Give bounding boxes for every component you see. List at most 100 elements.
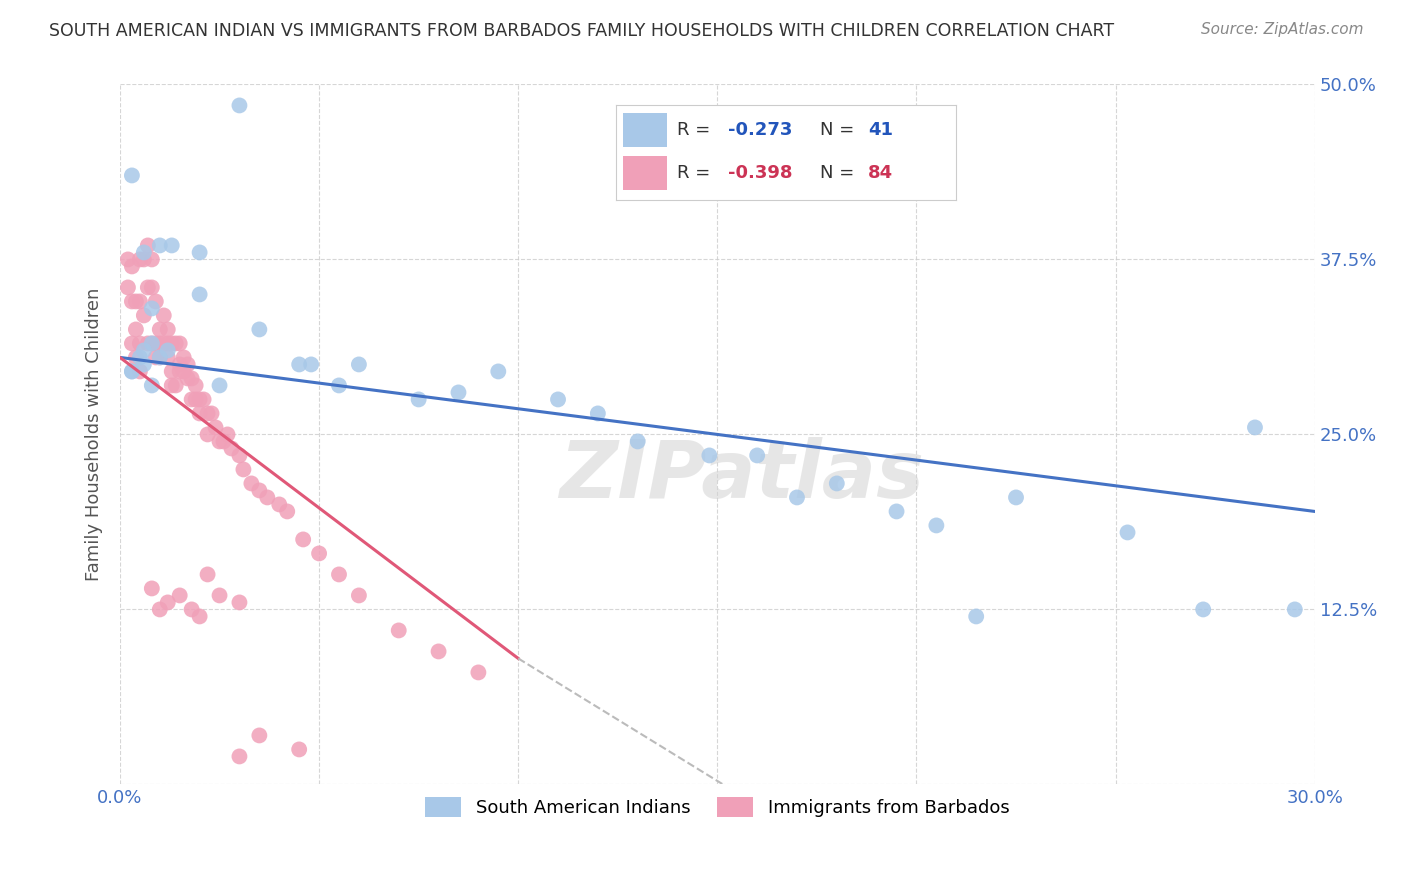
Point — [136, 238, 159, 252]
Point — [160, 336, 183, 351]
Point — [149, 351, 172, 365]
Point — [180, 392, 202, 407]
Point — [188, 406, 211, 420]
Point — [388, 624, 411, 638]
Point — [247, 322, 270, 336]
Point — [217, 427, 239, 442]
Point — [197, 427, 219, 442]
Point — [208, 434, 231, 449]
Point — [197, 567, 219, 582]
Point — [1284, 602, 1306, 616]
Point — [145, 294, 167, 309]
Point — [180, 602, 202, 616]
Point — [193, 392, 215, 407]
Point — [149, 602, 172, 616]
Point — [1244, 420, 1267, 434]
Point — [132, 309, 155, 323]
Point — [586, 406, 609, 420]
Point — [228, 449, 250, 463]
Text: Source: ZipAtlas.com: Source: ZipAtlas.com — [1201, 22, 1364, 37]
Point — [747, 449, 769, 463]
Point — [188, 287, 211, 301]
Point — [627, 434, 650, 449]
Point — [1005, 491, 1028, 505]
Point — [145, 336, 167, 351]
Point — [128, 294, 150, 309]
Point — [180, 371, 202, 385]
Point — [247, 483, 270, 498]
Point — [173, 351, 195, 365]
Point — [204, 420, 226, 434]
Point — [121, 364, 143, 378]
Point — [128, 336, 150, 351]
Point — [188, 245, 211, 260]
Point — [132, 358, 155, 372]
Point — [125, 322, 148, 336]
Point — [825, 476, 848, 491]
Point — [149, 336, 172, 351]
Point — [141, 301, 163, 316]
Point — [141, 252, 163, 267]
Point — [699, 449, 721, 463]
Point — [149, 322, 172, 336]
Point — [347, 358, 370, 372]
Point — [125, 294, 148, 309]
Point — [156, 351, 179, 365]
Point — [247, 728, 270, 742]
Point — [965, 609, 987, 624]
Point — [467, 665, 489, 680]
Point — [160, 378, 183, 392]
Point — [156, 336, 179, 351]
Point — [925, 518, 948, 533]
Point — [228, 98, 250, 112]
Point — [269, 498, 291, 512]
Point — [117, 280, 139, 294]
Point — [208, 378, 231, 392]
Text: SOUTH AMERICAN INDIAN VS IMMIGRANTS FROM BARBADOS FAMILY HOUSEHOLDS WITH CHILDRE: SOUTH AMERICAN INDIAN VS IMMIGRANTS FROM… — [49, 22, 1115, 40]
Point — [169, 336, 191, 351]
Point — [169, 364, 191, 378]
Point — [240, 476, 263, 491]
Point — [160, 364, 183, 378]
Point — [188, 392, 211, 407]
Point — [228, 749, 250, 764]
Point — [200, 406, 222, 420]
Point — [141, 336, 163, 351]
Point — [141, 280, 163, 294]
Point — [149, 351, 172, 365]
Point — [886, 504, 908, 518]
Point — [156, 343, 179, 358]
Point — [347, 589, 370, 603]
Point — [173, 364, 195, 378]
Point — [208, 589, 231, 603]
Point — [176, 358, 198, 372]
Point — [128, 252, 150, 267]
Point — [427, 644, 450, 658]
Point — [169, 358, 191, 372]
Point — [141, 336, 163, 351]
Point — [165, 336, 187, 351]
Point — [117, 252, 139, 267]
Point — [256, 491, 278, 505]
Point — [176, 371, 198, 385]
Point — [128, 364, 150, 378]
Point — [152, 336, 174, 351]
Point — [447, 385, 470, 400]
Point — [228, 595, 250, 609]
Point — [486, 364, 509, 378]
Point — [169, 589, 191, 603]
Point — [136, 280, 159, 294]
Point — [276, 504, 298, 518]
Point — [121, 169, 143, 183]
Point — [121, 336, 143, 351]
Point — [328, 378, 350, 392]
Point — [132, 343, 155, 358]
Point — [156, 322, 179, 336]
Point — [121, 260, 143, 274]
Point — [149, 238, 172, 252]
Point — [184, 392, 207, 407]
Point — [408, 392, 430, 407]
Point — [141, 378, 163, 392]
Point — [132, 245, 155, 260]
Point — [145, 351, 167, 365]
